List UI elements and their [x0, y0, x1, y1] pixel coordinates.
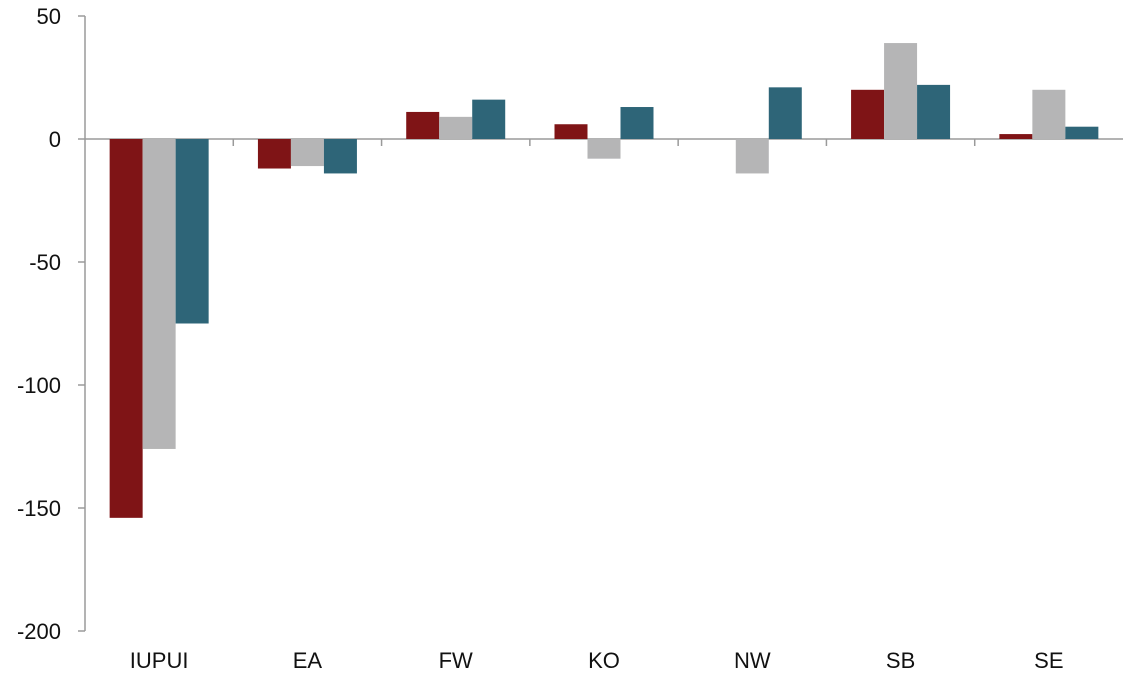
- bar: [554, 124, 588, 139]
- bar: [1032, 89, 1066, 139]
- bar: [884, 43, 918, 140]
- bar: [472, 99, 506, 139]
- bar: [620, 107, 654, 139]
- bar: [175, 139, 209, 324]
- bar: [999, 134, 1033, 139]
- y-tick-label: -50: [29, 250, 61, 275]
- bar: [851, 89, 885, 139]
- y-tick-label: 0: [49, 127, 61, 152]
- bar: [917, 84, 951, 139]
- x-axis: IUPUI EA FW KO NW SB SE: [85, 138, 1123, 673]
- x-tick-label: SB: [886, 648, 915, 673]
- y-tick-label: -150: [17, 496, 61, 521]
- bar: [587, 139, 621, 159]
- y-axis: 50 0 -50 -100 -150 -200: [17, 4, 86, 644]
- y-tick-label: -100: [17, 373, 61, 398]
- x-tick-label: EA: [293, 648, 323, 673]
- x-tick-label: IUPUI: [130, 648, 189, 673]
- x-tick-label: KO: [588, 648, 620, 673]
- bar: [323, 139, 357, 174]
- bar: [257, 139, 291, 169]
- y-tick-label: 50: [37, 4, 61, 29]
- bar: [406, 111, 440, 139]
- bar: [735, 139, 769, 174]
- x-tick-label: NW: [734, 648, 771, 673]
- bar: [1065, 126, 1099, 139]
- bar: [109, 139, 143, 518]
- x-tick-label: SE: [1034, 648, 1063, 673]
- x-tick-label: FW: [439, 648, 473, 673]
- bar: [439, 116, 473, 139]
- bar: [290, 139, 324, 167]
- bar: [142, 139, 176, 449]
- bars: [109, 43, 1099, 518]
- y-tick-label: -200: [17, 619, 61, 644]
- bar: [768, 87, 802, 139]
